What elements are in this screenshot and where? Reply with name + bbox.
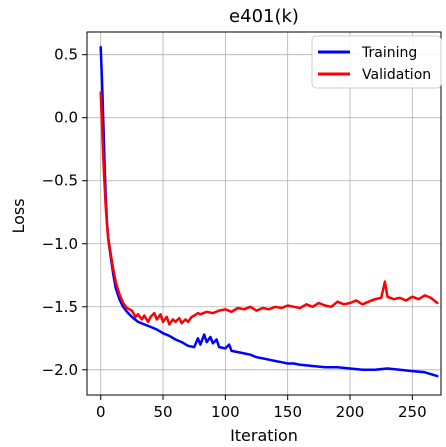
series-line-validation: [99, 91, 439, 326]
x-tick-label: 250: [398, 403, 427, 421]
y-tick-label: −1.0: [42, 235, 78, 253]
legend-label-validation: Validation: [362, 67, 431, 83]
legend: Training Validation: [311, 35, 442, 89]
x-tick-label: 50: [153, 403, 172, 421]
axis-ticks: [82, 54, 413, 400]
y-tick-label: −2.0: [42, 361, 78, 379]
x-tick-label: 150: [273, 403, 302, 421]
tick-labels: 0 50 100 150 200 250 0.5 0.0 −0.5 −1.0 −1.5 −2.0: [42, 46, 427, 421]
y-axis-label: Loss: [9, 198, 28, 233]
y-tick-label: −0.5: [42, 172, 78, 190]
x-axis-label: Iteration: [230, 426, 298, 445]
y-tick-label: −1.5: [42, 298, 78, 316]
x-tick-label: 200: [336, 403, 365, 421]
gridlines: [87, 32, 441, 395]
series-line-training: [99, 45, 439, 378]
y-tick-label: 0.0: [54, 109, 78, 127]
legend-label-training: Training: [361, 45, 417, 61]
x-tick-label: 0: [96, 403, 106, 421]
y-tick-label: 0.5: [54, 46, 78, 64]
chart-title: e401(k): [229, 6, 299, 27]
plot-frame: [86, 31, 442, 396]
x-tick-label: 100: [211, 403, 240, 421]
series-lines: [99, 45, 439, 378]
